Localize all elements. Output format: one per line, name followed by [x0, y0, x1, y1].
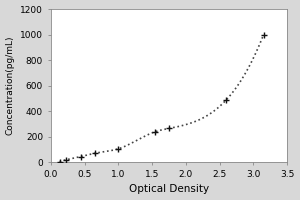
X-axis label: Optical Density: Optical Density	[129, 184, 209, 194]
Y-axis label: Concentration(pg/mL): Concentration(pg/mL)	[6, 36, 15, 135]
